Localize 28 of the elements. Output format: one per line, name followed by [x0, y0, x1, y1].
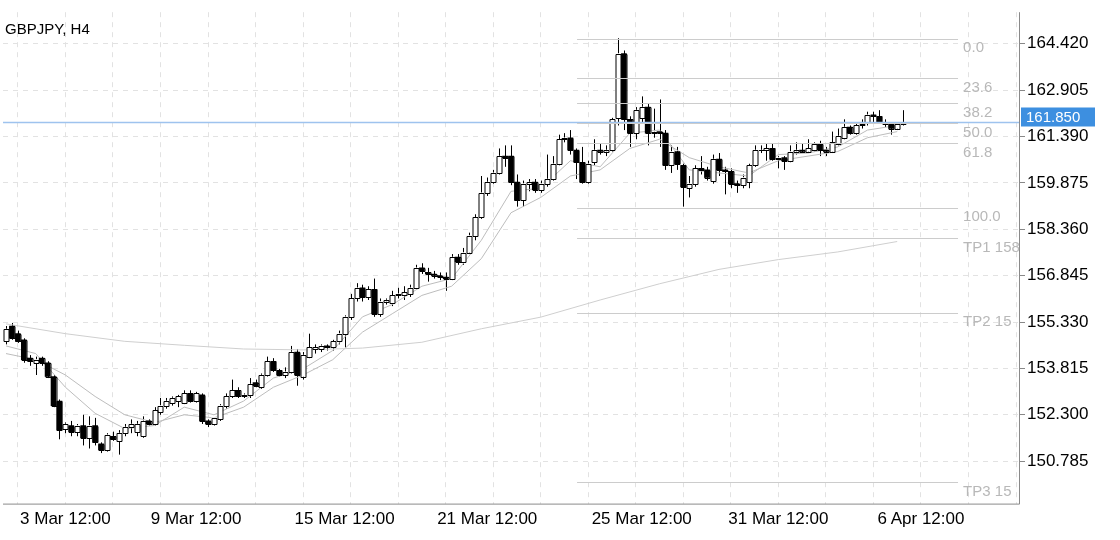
- y-tick-label: 156.845: [1027, 265, 1089, 285]
- annotation: TP3 15: [963, 482, 1012, 500]
- y-tick-label: 161.390: [1027, 126, 1089, 146]
- y-tick-label: 159.875: [1027, 172, 1089, 192]
- annotation: 50.0: [963, 122, 993, 140]
- x-tick-label: 6 Apr 12:00: [877, 509, 965, 529]
- y-tick-label: 164.420: [1027, 33, 1089, 53]
- y-tick-label: 152.300: [1027, 404, 1089, 424]
- annotation: 100.0: [963, 207, 1001, 225]
- x-tick-label: 31 Mar 12:00: [728, 509, 829, 529]
- x-tick-label: 3 Mar 12:00: [20, 509, 111, 529]
- y-tick-label: 155.330: [1027, 311, 1089, 331]
- y-tick-label: 153.815: [1027, 358, 1089, 378]
- x-tick-label: 25 Mar 12:00: [591, 509, 692, 529]
- x-tick-label: 15 Mar 12:00: [294, 509, 395, 529]
- ref-line-label: 161.850: [1026, 107, 1081, 125]
- annotation: TP2 15: [963, 312, 1012, 330]
- x-tick-label: 21 Mar 12:00: [437, 509, 538, 529]
- annotation: 38.2: [963, 102, 993, 120]
- annotation: 23.6: [963, 77, 993, 95]
- x-tick-label: 9 Mar 12:00: [150, 509, 242, 529]
- annotation: 0.0: [963, 38, 984, 56]
- annotation: TP1 158: [963, 238, 1020, 256]
- annotation: 61.8: [963, 142, 993, 160]
- y-tick-label: 150.785: [1027, 450, 1089, 470]
- y-tick-label: 162.905: [1027, 79, 1089, 99]
- y-tick-label: 158.360: [1027, 218, 1089, 238]
- text: GBPJPY, H4: [5, 19, 90, 37]
